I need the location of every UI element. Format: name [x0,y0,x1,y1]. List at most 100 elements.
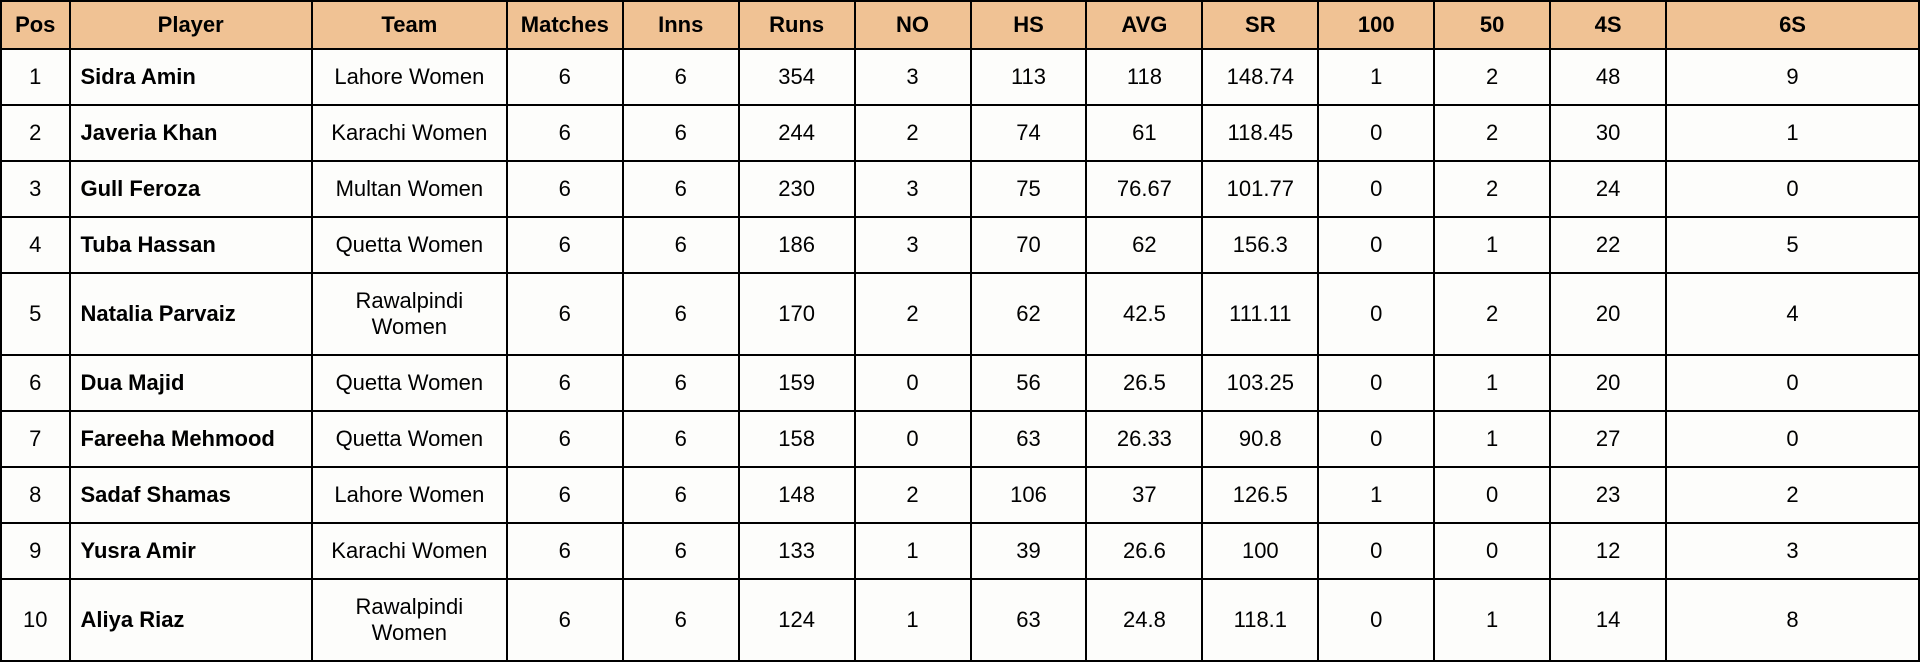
cell-inns: 6 [623,467,739,523]
cell-c100: 0 [1318,217,1434,273]
cell-team: Rawalpindi Women [312,273,507,355]
cell-c4s: 27 [1550,411,1666,467]
table-header: PosPlayerTeamMatchesInnsRunsNOHSAVGSR100… [1,1,1919,49]
col-header-c4s[interactable]: 4S [1550,1,1666,49]
cell-avg: 26.6 [1086,523,1202,579]
cell-runs: 158 [739,411,855,467]
cell-pos: 4 [1,217,70,273]
cell-c50: 1 [1434,217,1550,273]
cell-c4s: 30 [1550,105,1666,161]
cell-avg: 118 [1086,49,1202,105]
cell-pos: 3 [1,161,70,217]
col-header-inns[interactable]: Inns [623,1,739,49]
cell-c4s: 20 [1550,355,1666,411]
cell-no: 2 [855,273,971,355]
cell-inns: 6 [623,579,739,661]
cell-c6s: 9 [1666,49,1919,105]
col-header-no[interactable]: NO [855,1,971,49]
cell-sr: 103.25 [1202,355,1318,411]
col-header-runs[interactable]: Runs [739,1,855,49]
col-header-c100[interactable]: 100 [1318,1,1434,49]
cell-c4s: 12 [1550,523,1666,579]
cell-sr: 156.3 [1202,217,1318,273]
cell-matches: 6 [507,523,623,579]
cell-matches: 6 [507,105,623,161]
cell-c6s: 8 [1666,579,1919,661]
cell-player: Natalia Parvaiz [70,273,312,355]
stats-table: PosPlayerTeamMatchesInnsRunsNOHSAVGSR100… [0,0,1920,662]
cell-inns: 6 [623,355,739,411]
table-row: 6Dua MajidQuetta Women6615905626.5103.25… [1,355,1919,411]
cell-matches: 6 [507,355,623,411]
col-header-pos[interactable]: Pos [1,1,70,49]
cell-no: 0 [855,411,971,467]
cell-c4s: 20 [1550,273,1666,355]
cell-hs: 70 [971,217,1087,273]
col-header-player[interactable]: Player [70,1,312,49]
cell-runs: 170 [739,273,855,355]
cell-team: Multan Women [312,161,507,217]
col-header-team[interactable]: Team [312,1,507,49]
table-row: 4Tuba HassanQuetta Women6618637062156.30… [1,217,1919,273]
cell-c50: 2 [1434,161,1550,217]
cell-hs: 63 [971,411,1087,467]
cell-c100: 0 [1318,355,1434,411]
cell-team: Karachi Women [312,523,507,579]
cell-sr: 148.74 [1202,49,1318,105]
cell-sr: 111.11 [1202,273,1318,355]
table-row: 3Gull FerozaMultan Women6623037576.67101… [1,161,1919,217]
cell-hs: 62 [971,273,1087,355]
cell-runs: 133 [739,523,855,579]
cell-c50: 2 [1434,273,1550,355]
cell-runs: 186 [739,217,855,273]
cell-hs: 113 [971,49,1087,105]
cell-avg: 26.33 [1086,411,1202,467]
cell-hs: 63 [971,579,1087,661]
cell-c6s: 3 [1666,523,1919,579]
cell-no: 3 [855,217,971,273]
cell-no: 0 [855,355,971,411]
cell-player: Gull Feroza [70,161,312,217]
cell-no: 3 [855,161,971,217]
cell-inns: 6 [623,161,739,217]
col-header-sr[interactable]: SR [1202,1,1318,49]
cell-player: Javeria Khan [70,105,312,161]
cell-sr: 118.45 [1202,105,1318,161]
cell-team: Lahore Women [312,467,507,523]
cell-avg: 42.5 [1086,273,1202,355]
cell-c6s: 0 [1666,411,1919,467]
cell-avg: 26.5 [1086,355,1202,411]
table-row: 2Javeria KhanKarachi Women6624427461118.… [1,105,1919,161]
cell-player: Fareeha Mehmood [70,411,312,467]
cell-c100: 1 [1318,49,1434,105]
col-header-hs[interactable]: HS [971,1,1087,49]
cell-inns: 6 [623,411,739,467]
cell-team: Rawalpindi Women [312,579,507,661]
cell-no: 1 [855,579,971,661]
table-row: 1Sidra AminLahore Women663543113118148.7… [1,49,1919,105]
col-header-avg[interactable]: AVG [1086,1,1202,49]
cell-hs: 56 [971,355,1087,411]
table-row: 5Natalia ParvaizRawalpindi Women66170262… [1,273,1919,355]
cell-avg: 24.8 [1086,579,1202,661]
cell-runs: 230 [739,161,855,217]
cell-c4s: 23 [1550,467,1666,523]
cell-team: Quetta Women [312,217,507,273]
cell-player: Sadaf Shamas [70,467,312,523]
cell-sr: 101.77 [1202,161,1318,217]
cell-runs: 148 [739,467,855,523]
cell-pos: 5 [1,273,70,355]
cell-player: Tuba Hassan [70,217,312,273]
cell-c6s: 5 [1666,217,1919,273]
cell-inns: 6 [623,49,739,105]
cell-team: Karachi Women [312,105,507,161]
table-row: 10Aliya RiazRawalpindi Women6612416324.8… [1,579,1919,661]
col-header-matches[interactable]: Matches [507,1,623,49]
col-header-c50[interactable]: 50 [1434,1,1550,49]
cell-pos: 7 [1,411,70,467]
col-header-c6s[interactable]: 6S [1666,1,1919,49]
cell-matches: 6 [507,579,623,661]
cell-c50: 2 [1434,105,1550,161]
cell-avg: 37 [1086,467,1202,523]
cell-player: Aliya Riaz [70,579,312,661]
